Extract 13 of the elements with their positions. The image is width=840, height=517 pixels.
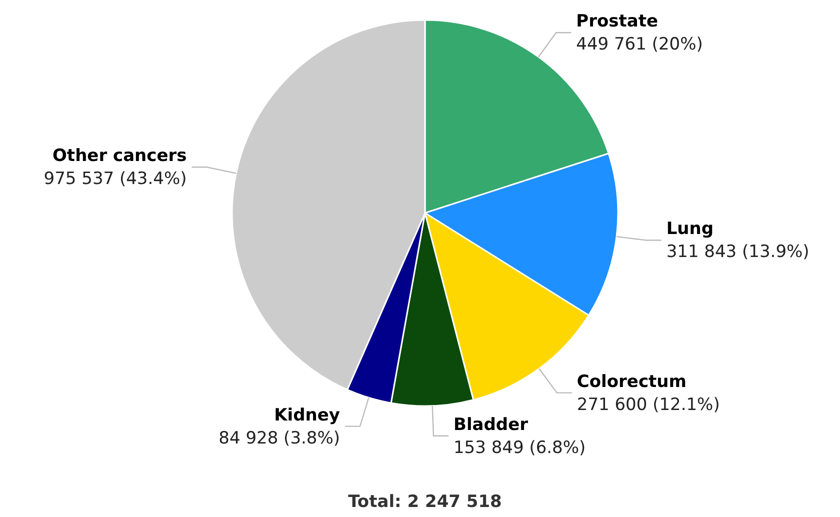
data-label: 84 928 (3.8%) <box>218 428 340 448</box>
data-label: 449 761 (20%) <box>576 34 703 55</box>
data-label: 153 849 (6.8%) <box>453 438 586 458</box>
slice-label: Kidney <box>274 405 340 426</box>
text: Total: 2 247 518 <box>348 492 502 512</box>
slice-label: Other cancers <box>52 146 187 166</box>
data-label: 311 843 (13.9%) <box>666 242 810 262</box>
slice-label: Lung <box>666 219 714 240</box>
data-label: 975 537 (43.4%) <box>44 169 187 190</box>
slice-label: Prostate <box>576 12 658 32</box>
data-label: 271 600 (12.1%) <box>576 394 720 415</box>
slice-label: Bladder <box>453 414 529 435</box>
slice-label: Colorectum <box>576 372 686 392</box>
